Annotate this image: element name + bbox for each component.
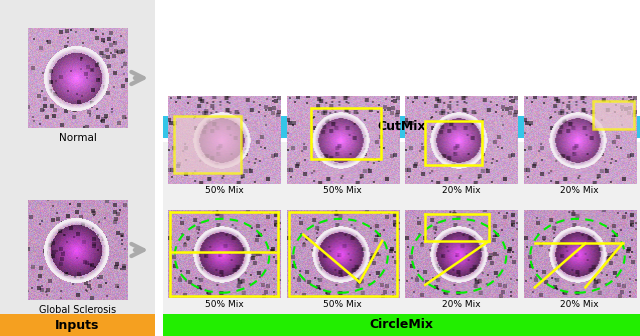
- Bar: [155, 0, 640, 336]
- Text: CutMix: CutMix: [377, 121, 426, 133]
- Bar: [425, 121, 481, 165]
- Text: 50% Mix: 50% Mix: [323, 300, 362, 309]
- Bar: [289, 212, 397, 296]
- Text: Global Sclerosis: Global Sclerosis: [40, 305, 116, 315]
- Text: 20% Mix: 20% Mix: [442, 300, 481, 309]
- Bar: [163, 116, 640, 138]
- Bar: [593, 101, 634, 129]
- Text: 20% Mix: 20% Mix: [561, 186, 599, 195]
- Text: CircleMix: CircleMix: [369, 319, 433, 332]
- Text: Normal: Normal: [59, 133, 97, 143]
- Text: Inputs: Inputs: [55, 319, 100, 332]
- Bar: [0, 0, 155, 336]
- Bar: [163, 142, 640, 314]
- Text: 20% Mix: 20% Mix: [442, 186, 481, 195]
- Text: 20% Mix: 20% Mix: [561, 300, 599, 309]
- Bar: [163, 314, 640, 336]
- Text: 50% Mix: 50% Mix: [323, 186, 362, 195]
- Bar: [0, 314, 155, 336]
- Text: 50% Mix: 50% Mix: [205, 300, 244, 309]
- Bar: [173, 116, 241, 173]
- Bar: [311, 108, 381, 159]
- Text: 50% Mix: 50% Mix: [205, 186, 244, 195]
